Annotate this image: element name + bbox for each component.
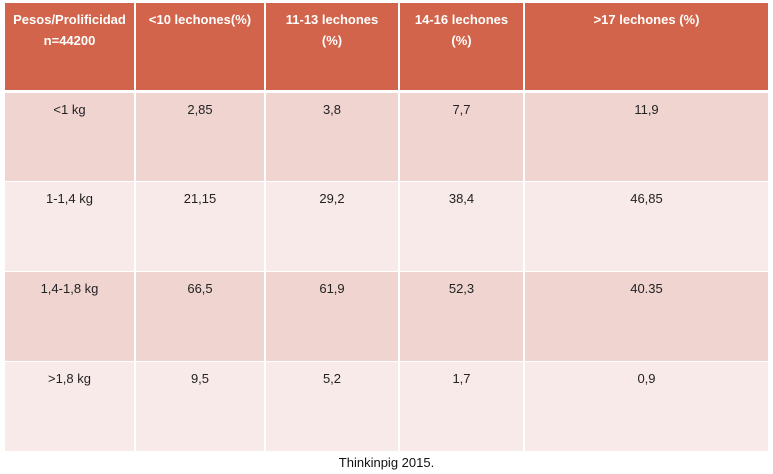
header-text: n=44200 xyxy=(43,33,96,48)
table-cell: 52,3 xyxy=(399,271,525,362)
row-label: >1,8 kg xyxy=(5,361,136,452)
table-cell: 3,8 xyxy=(265,91,400,182)
column-header-lt10: <10 lechones(%) xyxy=(135,3,266,93)
column-header-gt17: >17 lechones (%) xyxy=(524,3,768,93)
table-cell: 9,5 xyxy=(135,361,266,452)
table-cell: 29,2 xyxy=(265,181,400,272)
source-caption: Thinkinpig 2015. xyxy=(338,455,435,470)
table-cell: 46,85 xyxy=(524,181,768,272)
table-row: >1,8 kg 9,5 5,2 1,7 0,9 xyxy=(5,361,768,452)
row-label: 1-1,4 kg xyxy=(5,181,136,272)
row-label: <1 kg xyxy=(5,91,136,182)
table-cell: 40.35 xyxy=(524,271,768,362)
table-row: 1-1,4 kg 21,15 29,2 38,4 46,85 xyxy=(5,181,768,272)
table-cell: 2,85 xyxy=(135,91,266,182)
header-text: <10 lechones(%) xyxy=(148,12,252,27)
table-header-row: Pesos/Prolificidad n=44200 <10 lechones(… xyxy=(5,3,768,93)
table-cell: 0,9 xyxy=(524,361,768,452)
table-cell: 66,5 xyxy=(135,271,266,362)
row-label: 1,4-1,8 kg xyxy=(5,271,136,362)
table-cell: 61,9 xyxy=(265,271,400,362)
header-text: 14-16 lechones xyxy=(414,12,509,27)
data-table: Pesos/Prolificidad n=44200 <10 lechones(… xyxy=(5,3,768,452)
column-header-14-16: 14-16 lechones (%) xyxy=(399,3,525,93)
table-row: <1 kg 2,85 3,8 7,7 11,9 xyxy=(5,91,768,182)
table-cell: 5,2 xyxy=(265,361,400,452)
table-cell: 7,7 xyxy=(399,91,525,182)
table-cell: 1,7 xyxy=(399,361,525,452)
column-header-weight: Pesos/Prolificidad n=44200 xyxy=(5,3,136,93)
header-text: Pesos/Prolificidad xyxy=(13,12,126,27)
header-text: (%) xyxy=(321,33,343,48)
table-cell: 21,15 xyxy=(135,181,266,272)
column-header-11-13: 11-13 lechones (%) xyxy=(265,3,400,93)
header-text: 11-13 lechones xyxy=(285,12,379,27)
header-text: (%) xyxy=(451,33,472,48)
table-row: 1,4-1,8 kg 66,5 61,9 52,3 40.35 xyxy=(5,271,768,362)
table-cell: 11,9 xyxy=(524,91,768,182)
data-table-container: Pesos/Prolificidad n=44200 <10 lechones(… xyxy=(5,3,768,452)
header-text: >17 lechones (%) xyxy=(593,12,700,27)
table-cell: 38,4 xyxy=(399,181,525,272)
